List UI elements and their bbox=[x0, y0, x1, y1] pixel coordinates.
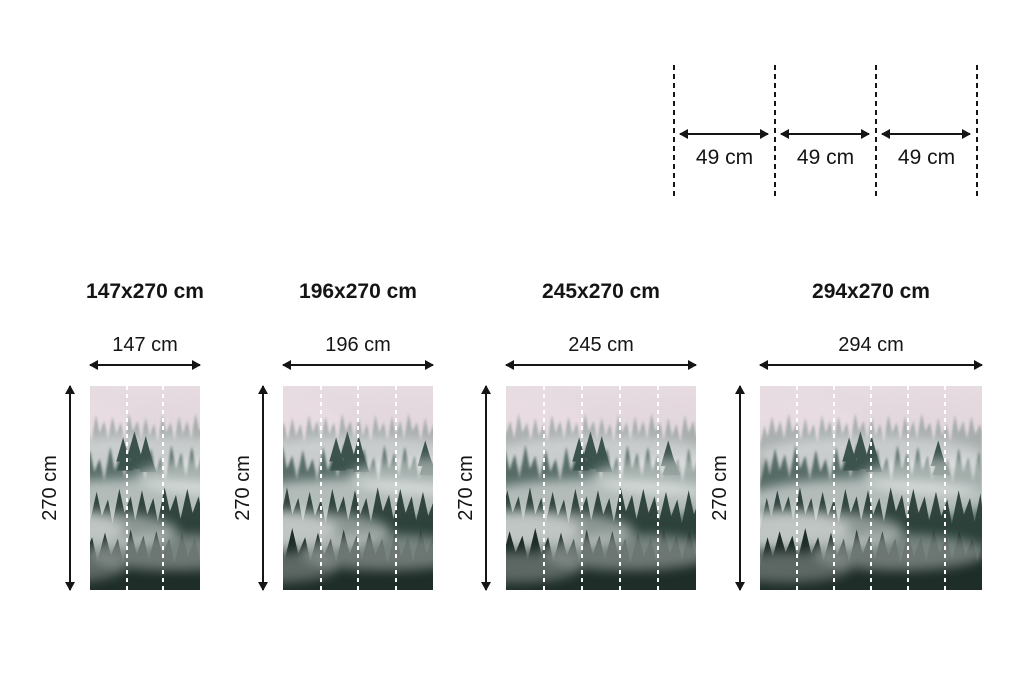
foggy-forest-photo bbox=[90, 386, 200, 590]
panel-seam bbox=[125, 386, 128, 590]
panel-width-label: 49 cm bbox=[897, 146, 956, 169]
height-dimension-label: 270 cm bbox=[39, 455, 61, 521]
cut-line bbox=[976, 65, 978, 196]
foggy-forest-photo bbox=[506, 386, 696, 590]
size-title: 294x270 cm bbox=[812, 280, 930, 303]
size-title: 196x270 cm bbox=[299, 280, 417, 303]
width-dimension-arrow bbox=[760, 364, 982, 366]
panel-width-diagram: 49 cm 49 cm 49 cm bbox=[660, 60, 992, 205]
cut-line bbox=[774, 65, 776, 196]
mural-preview-image bbox=[283, 386, 433, 590]
panel-seam bbox=[543, 386, 545, 590]
panel-seam bbox=[394, 386, 397, 590]
panel-seam bbox=[319, 386, 322, 590]
size-title: 147x270 cm bbox=[86, 280, 204, 303]
panel-seam bbox=[657, 386, 659, 590]
width-dimension-label: 196 cm bbox=[325, 334, 391, 356]
panel-width-label: 49 cm bbox=[695, 146, 754, 169]
height-dimension-arrow bbox=[485, 386, 487, 590]
width-dimension-arrow bbox=[283, 364, 433, 366]
height-dimension-label: 270 cm bbox=[232, 455, 254, 521]
panel-seam bbox=[796, 386, 798, 590]
panel-seam bbox=[357, 386, 359, 590]
height-dimension-arrow bbox=[262, 386, 264, 590]
mural-preview-image bbox=[760, 386, 982, 590]
cut-line bbox=[673, 65, 675, 196]
panel-seam bbox=[870, 386, 872, 590]
panel-width-label: 49 cm bbox=[796, 146, 855, 169]
mural-preview-image bbox=[506, 386, 696, 590]
panel-seam bbox=[832, 386, 835, 590]
panel-seam bbox=[162, 386, 165, 590]
panel-width-arrow bbox=[680, 133, 768, 135]
height-dimension-label: 270 cm bbox=[709, 455, 731, 521]
panel-seam bbox=[619, 386, 621, 590]
cut-line bbox=[875, 65, 877, 196]
width-dimension-arrow bbox=[506, 364, 696, 366]
panel-width-arrow bbox=[781, 133, 869, 135]
panel-seam bbox=[581, 386, 583, 590]
height-dimension-arrow bbox=[69, 386, 71, 590]
panel-seam bbox=[907, 386, 909, 590]
width-dimension-label: 147 cm bbox=[112, 334, 178, 356]
mural-preview-image bbox=[90, 386, 200, 590]
size-title: 245x270 cm bbox=[542, 280, 660, 303]
width-dimension-arrow bbox=[90, 364, 200, 366]
panel-seam bbox=[943, 386, 946, 590]
height-dimension-arrow bbox=[739, 386, 741, 590]
panel-width-arrow bbox=[882, 133, 970, 135]
height-dimension-label: 270 cm bbox=[455, 455, 477, 521]
width-dimension-label: 294 cm bbox=[838, 334, 904, 356]
width-dimension-label: 245 cm bbox=[568, 334, 634, 356]
